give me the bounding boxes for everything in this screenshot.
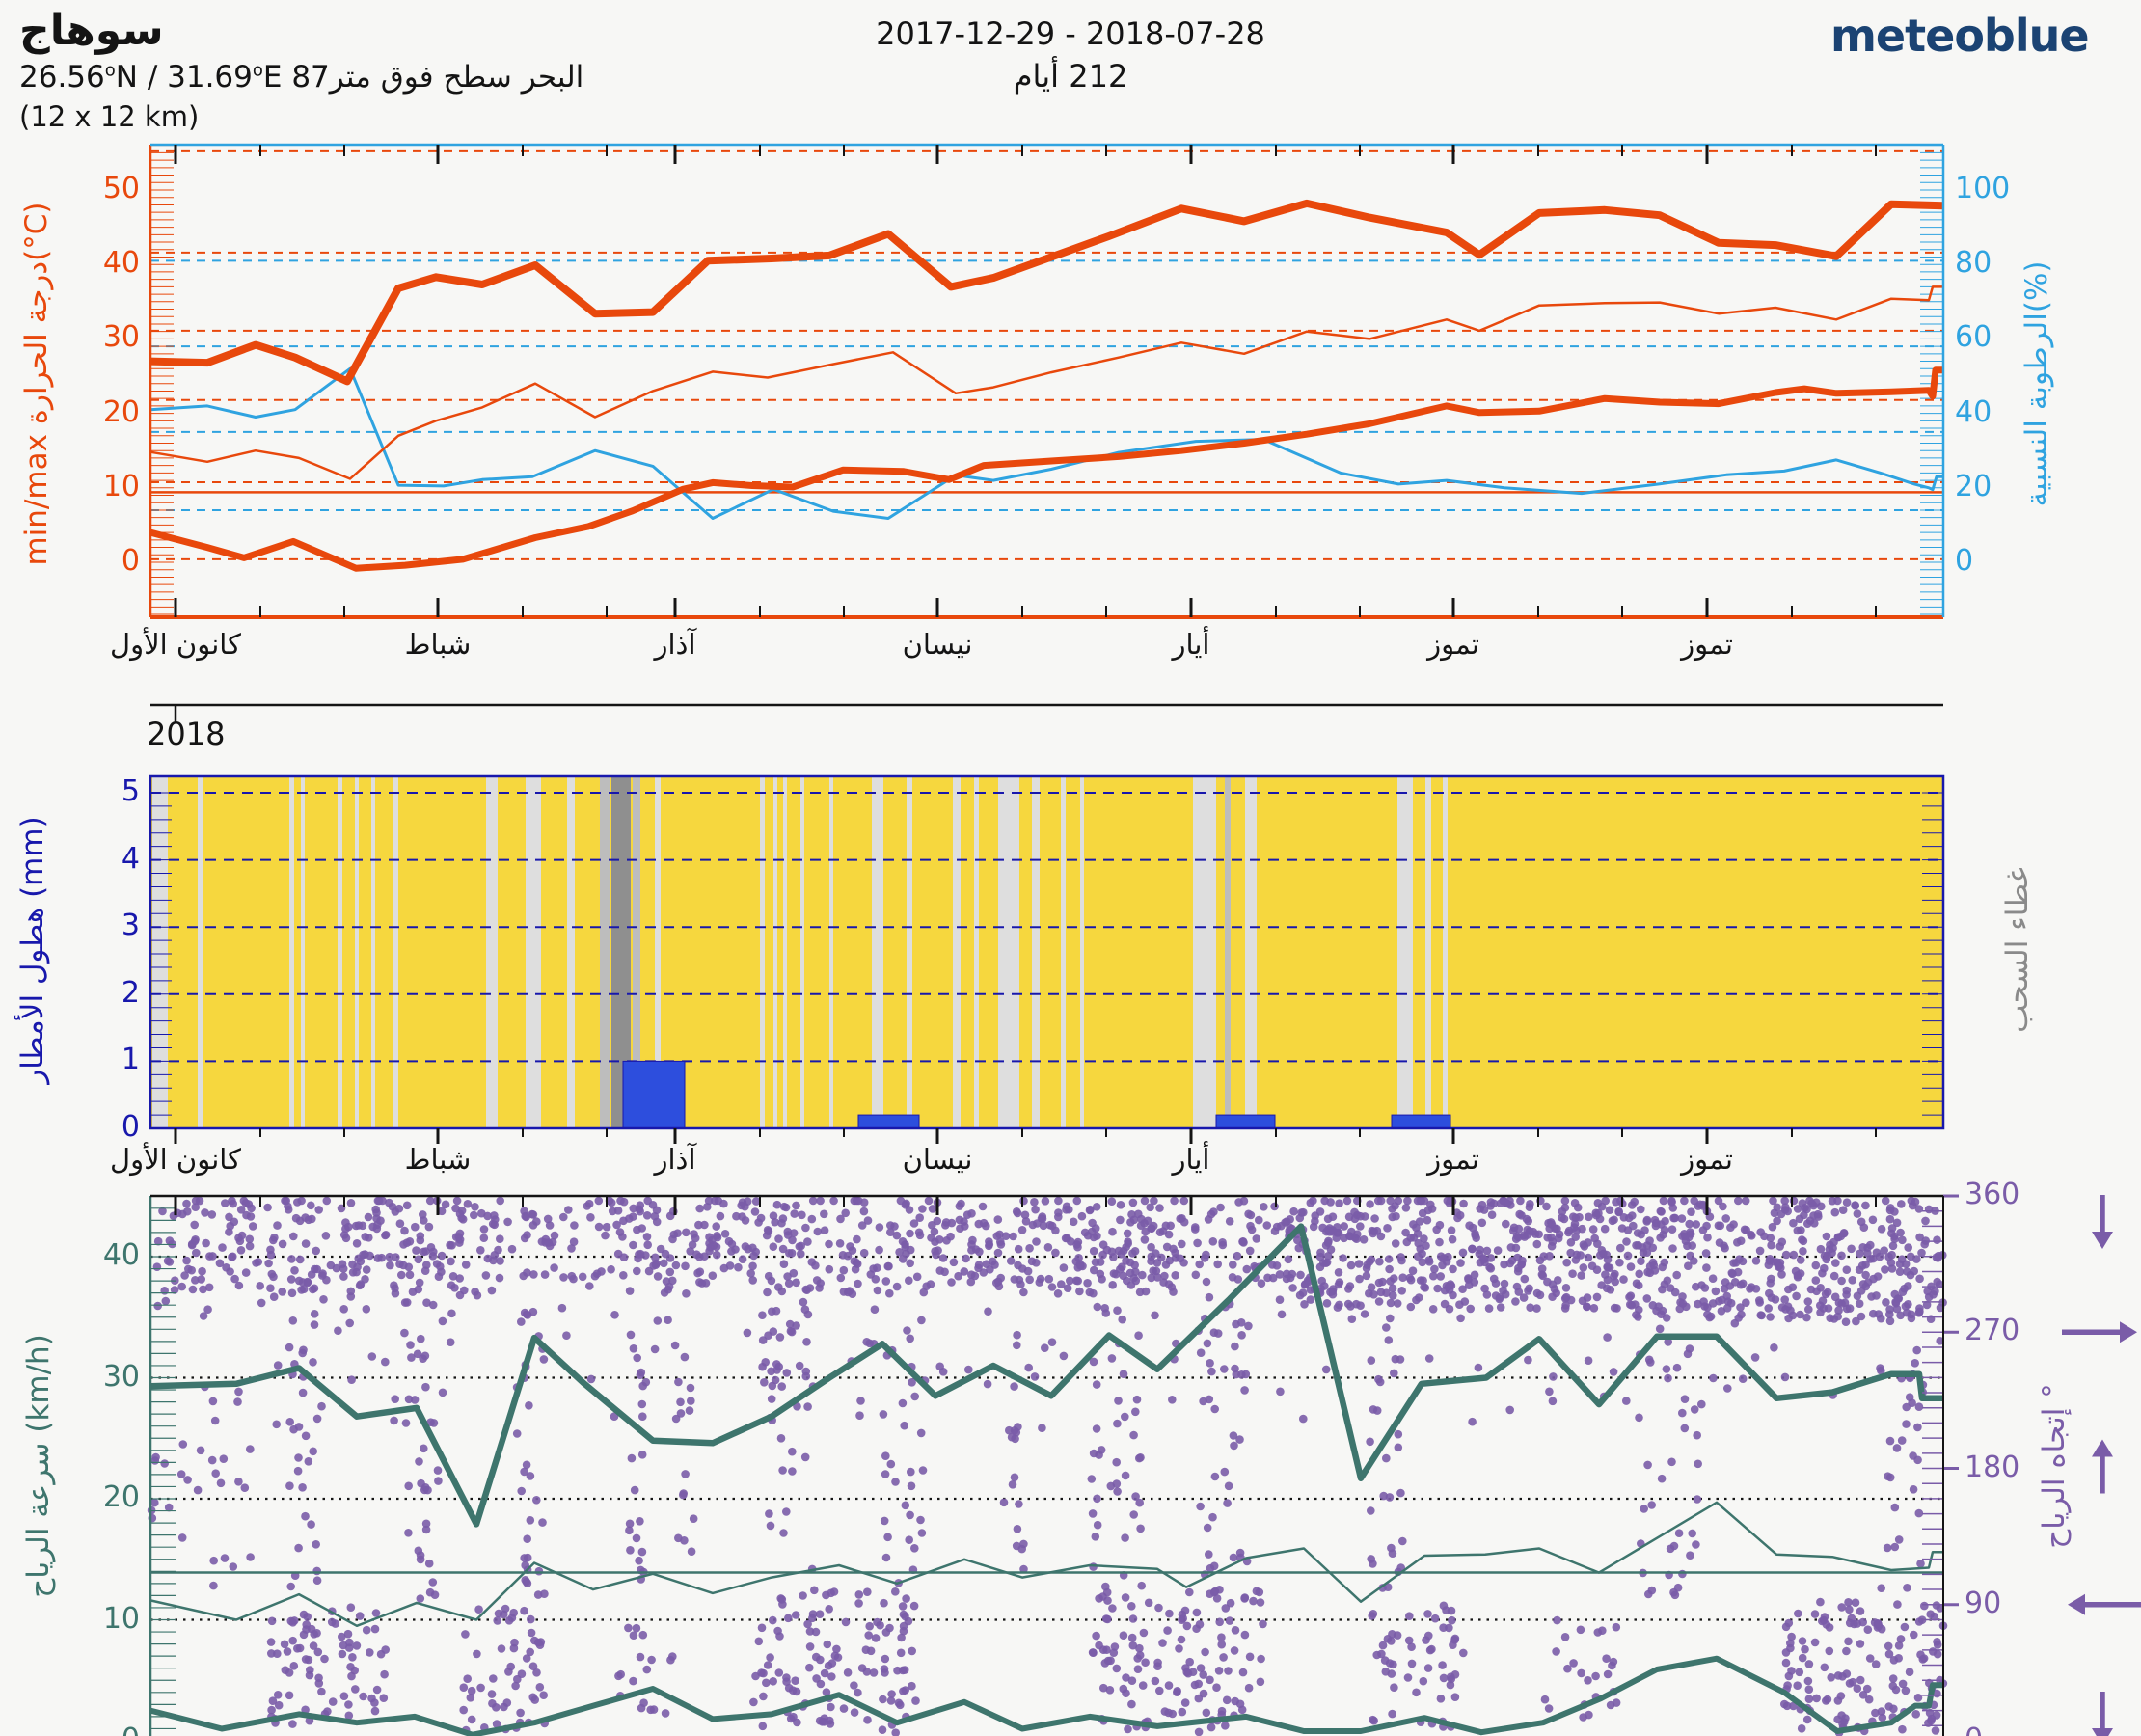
date-range: 2017-12-29 - 2018-07-28 <box>876 15 1265 52</box>
wind-speed-ytick-label: 10 <box>102 1601 140 1636</box>
precipitation-cloud-chart <box>149 774 1945 1144</box>
temperature-ytick-label: 20 <box>102 394 140 429</box>
wind-direction-ytick-label: 180 <box>1965 1450 2020 1484</box>
month-label: نيسان <box>902 628 973 661</box>
humidity-ytick-label: 60 <box>1955 320 1992 355</box>
month-label: شباط <box>404 1143 472 1176</box>
days-count: 212 أيام <box>1013 58 1128 95</box>
coordinates-elevation: 26.56oN / 31.69oE 87متر‎ فوق‎ سطح‎ البحر <box>19 60 583 95</box>
temperature-ytick-label: 50 <box>102 172 140 205</box>
humidity-ytick-label: 0 <box>1955 544 1974 578</box>
temperature-ytick-label: 40 <box>102 246 140 281</box>
temperature-ytick-label: 10 <box>102 469 140 503</box>
model-resolution: (12 x 12 km) <box>19 100 200 133</box>
month-label: تموز <box>1681 628 1733 661</box>
longitude: 31.69 <box>167 60 253 95</box>
precipitation-ytick-label: 5 <box>121 774 140 808</box>
year-label: 2018 <box>147 716 226 752</box>
month-label: تموز <box>1681 1143 1733 1176</box>
temperature-humidity-chart <box>149 143 1945 619</box>
wind-direction-ytick-label: 0 <box>1965 1724 2051 1736</box>
meteoblue-logo: meteoblue <box>1830 10 2090 62</box>
wind-speed-ytick-label: 0 <box>58 1724 140 1736</box>
month-label: كانون الأول <box>110 1143 241 1176</box>
coord-separator: / <box>137 60 168 95</box>
wind-chart <box>147 1194 2141 1736</box>
temperature-ytick-label: 0 <box>121 544 140 578</box>
humidity-ytick-label: 80 <box>1955 246 1992 281</box>
precipitation-ytick-label: 4 <box>121 841 140 876</box>
lat-hemisphere: N <box>115 60 138 95</box>
wind-speed-ytick-label: 20 <box>102 1480 140 1514</box>
wind-direction-scatter <box>147 1196 1948 1736</box>
month-label: آذار <box>654 1143 696 1176</box>
lon-hemisphere: E <box>262 60 283 95</box>
month-label: كانون الأول <box>110 628 241 661</box>
precipitation-ytick-label: 0 <box>121 1110 140 1144</box>
precipitation-ytick-label: 3 <box>121 909 140 943</box>
wind-speed-ytick-label: 40 <box>102 1238 140 1272</box>
year-axis <box>150 703 1943 722</box>
humidity-ytick-label: 20 <box>1955 469 1992 503</box>
humidity-ytick-label: 100 <box>1955 172 2011 205</box>
wind-direction-ytick-label: 360 <box>1965 1178 2020 1212</box>
precipitation-ytick-label: 1 <box>121 1043 140 1077</box>
degree-sign: o <box>104 60 116 81</box>
degree-sign: o <box>252 60 263 81</box>
month-label: أيار <box>1172 628 1210 661</box>
temperature-ytick-label: 30 <box>102 320 140 355</box>
month-label: شباط <box>404 628 472 661</box>
latitude: 26.56 <box>19 60 105 95</box>
month-label: تموز <box>1427 628 1479 661</box>
month-label: آذار <box>654 628 696 661</box>
rain-bar <box>622 1060 686 1129</box>
page-title-city: سوهاج <box>19 6 164 55</box>
wind-speed-ytick-label: 30 <box>102 1359 140 1394</box>
precipitation-ytick-label: 2 <box>121 975 140 1010</box>
humidity-ytick-label: 40 <box>1955 394 1992 429</box>
month-label: تموز <box>1427 1143 1479 1176</box>
wind-direction-ytick-label: 90 <box>1965 1586 2002 1620</box>
wind-direction-ytick-label: 270 <box>1965 1314 2020 1348</box>
elevation-label: 87متر‎ فوق‎ سطح‎ البحر <box>282 60 584 95</box>
month-label: نيسان <box>902 1143 973 1176</box>
month-label: أيار <box>1172 1143 1210 1176</box>
wind-direction-arrow-icons <box>2062 1195 2141 1736</box>
